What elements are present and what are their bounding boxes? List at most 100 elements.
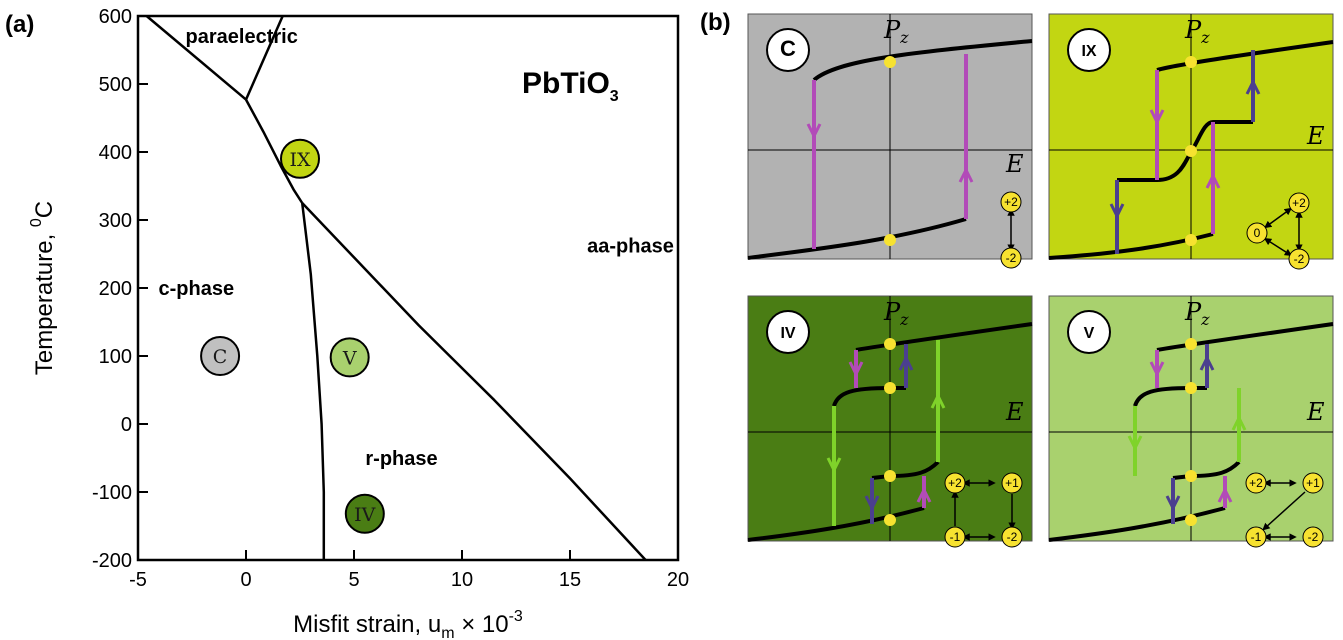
loop-v-dot-3: [1185, 470, 1197, 482]
loop-iv-magenta-up-arrow: [916, 486, 932, 503]
loop-ix-pz-label: Pz: [1184, 16, 1210, 47]
loop-c-pz-label: Pz: [883, 16, 909, 47]
loop-c-state-minus2-label: -2: [1006, 251, 1017, 265]
loop-iv-tag-circle: [766, 310, 810, 354]
loop-iv-tag: IV: [780, 325, 795, 342]
loop-ix-tag-circle: [1067, 28, 1111, 72]
phase-boundaries: [145, 15, 647, 561]
loop-v-navy-down-arrow: [1165, 495, 1181, 512]
loop-iv-state-plus2-label: +2: [948, 476, 962, 490]
loop-iv-dot-2: [884, 382, 896, 394]
loop-c-upper-remanent-dot: [884, 56, 896, 68]
loop-panel-ix: IX Pz E +2 0 -2: [1048, 13, 1334, 270]
loop-v-tag: V: [1084, 325, 1095, 342]
loop-ix-state-plus2: [1288, 192, 1310, 214]
loop-iv-e-label: E: [1005, 398, 1024, 426]
loop-c-tag-circle: [766, 28, 810, 72]
loop-ix-arrow-lower: [1263, 237, 1293, 257]
loop-iv-dot-1: [884, 338, 896, 350]
x-tick-label: 0: [240, 569, 251, 591]
loop-v-state-plus1-label: +1: [1306, 476, 1320, 490]
loop-v-arrow-diagonal: [1262, 491, 1306, 531]
loop-v-state-minus2: [1302, 526, 1324, 548]
loop-iv-top-branch: [855, 322, 1033, 352]
loop-v-pz-label: Pz: [1184, 298, 1210, 329]
loop-v-tag-circle: [1067, 310, 1111, 354]
loop-ix-magenta-up-arrow: [1205, 172, 1221, 189]
loop-ix-dot-center: [1185, 145, 1197, 157]
loop-marker-label: IV: [354, 504, 376, 526]
loop-iv-state-minus2-label: -2: [1007, 530, 1018, 544]
loop-marker-label: V: [342, 347, 357, 369]
phase-region-label: r-phase: [365, 448, 437, 470]
loop-ix-tag: IX: [1081, 43, 1096, 60]
loop-ix-dot-bottom: [1185, 234, 1197, 246]
loop-iv-state-minus1-label: -1: [950, 530, 961, 544]
loop-v-state-plus1: [1302, 472, 1324, 494]
phase-region-labels: paraelectric c-phase aa-phase r-phase: [159, 26, 674, 470]
phase-region-label: c-phase: [159, 278, 235, 300]
phase-boundary-line: [244, 15, 284, 101]
loop-marker-circle: [344, 493, 385, 534]
y-tick-label: -200: [92, 550, 132, 572]
loop-v-state-minus2-label: -2: [1308, 530, 1319, 544]
loop-iv-dot-4: [884, 514, 896, 526]
loop-ix-state-minus2: [1288, 248, 1310, 270]
material-formula: PbTiO3: [522, 67, 619, 105]
x-tick-label: 20: [667, 569, 689, 591]
phase-boundary-line: [145, 15, 247, 101]
x-axis-title: Misfit strain, um × 10-3: [293, 608, 523, 640]
x-tick-label: -5: [129, 569, 147, 591]
loop-c-e-label: E: [1005, 150, 1024, 178]
loop-marker-label: C: [213, 346, 228, 368]
phase-diagram-ticks: -5 0 5 10 15 20 -200 -100 0 100 200 300 400 500 600: [92, 6, 689, 591]
x-tick-label: 5: [348, 569, 359, 591]
loop-v-state-minus1-label: -1: [1251, 530, 1262, 544]
loop-v-green-up-arrow: [1231, 414, 1247, 431]
x-tick-label: 15: [559, 569, 581, 591]
loop-v-dot-1: [1185, 338, 1197, 350]
phase-region-label: paraelectric: [186, 26, 298, 48]
y-tick-label: 300: [99, 210, 132, 232]
loop-v-green-down-arrow: [1127, 435, 1143, 452]
loop-iv-state-plus1-label: +1: [1005, 476, 1019, 490]
loop-iv-pz-label: Pz: [883, 298, 909, 329]
loop-v-top-branch: [1156, 322, 1334, 352]
loop-iv-navy-down-arrow: [864, 495, 880, 512]
loop-iv-state-minus2: [1001, 526, 1023, 548]
loop-ix-navy-up-arrow: [1245, 78, 1261, 95]
y-tick-label: 0: [121, 414, 132, 436]
loop-iv-navy-up-arrow: [898, 354, 914, 371]
loop-markers: C IX V IV: [200, 138, 385, 534]
loop-iv-green-up-arrow: [930, 392, 946, 409]
loop-ix-state-plus2-label: +2: [1292, 196, 1306, 210]
loop-ix-navy-down-arrow: [1109, 203, 1125, 220]
loop-ix-state-zero: [1246, 222, 1268, 244]
loop-iv-state-plus2: [944, 472, 966, 494]
phase-boundary-line: [300, 202, 326, 560]
y-tick-label: 200: [99, 278, 132, 300]
phase-diagram-frame: [136, 14, 680, 562]
loop-c-lower-branch: [747, 217, 967, 260]
loop-iv-state-minus1: [944, 526, 966, 548]
loop-v-state-plus2: [1245, 472, 1267, 494]
loop-panel-v: V Pz E +2 +1 -1 -2: [1048, 295, 1334, 548]
loop-c-tag: C: [780, 36, 796, 61]
loop-ix-state-zero-label: 0: [1254, 226, 1261, 240]
loop-v-navy-up-arrow: [1199, 354, 1215, 371]
loop-v-e-label: E: [1306, 398, 1325, 426]
loop-panel-c: C Pz E +2 -2: [747, 13, 1033, 269]
loop-v-state-minus1: [1245, 526, 1267, 548]
y-tick-label: 600: [99, 6, 132, 28]
loop-marker-circle: [280, 138, 320, 179]
loop-iv-state-plus1: [1001, 472, 1023, 494]
panel-b-tag: (b): [700, 9, 731, 36]
loop-ix-state-minus2-label: -2: [1294, 252, 1305, 266]
loop-ix-arrow-upper: [1263, 207, 1293, 229]
loop-iv-bottom-branch: [747, 506, 925, 542]
loop-ix-dot-top: [1185, 56, 1197, 68]
panel-a-tag: (a): [5, 11, 34, 38]
loop-v-bottom-branch: [1048, 506, 1226, 542]
y-axis-title: Temperature, 0C: [28, 201, 58, 375]
